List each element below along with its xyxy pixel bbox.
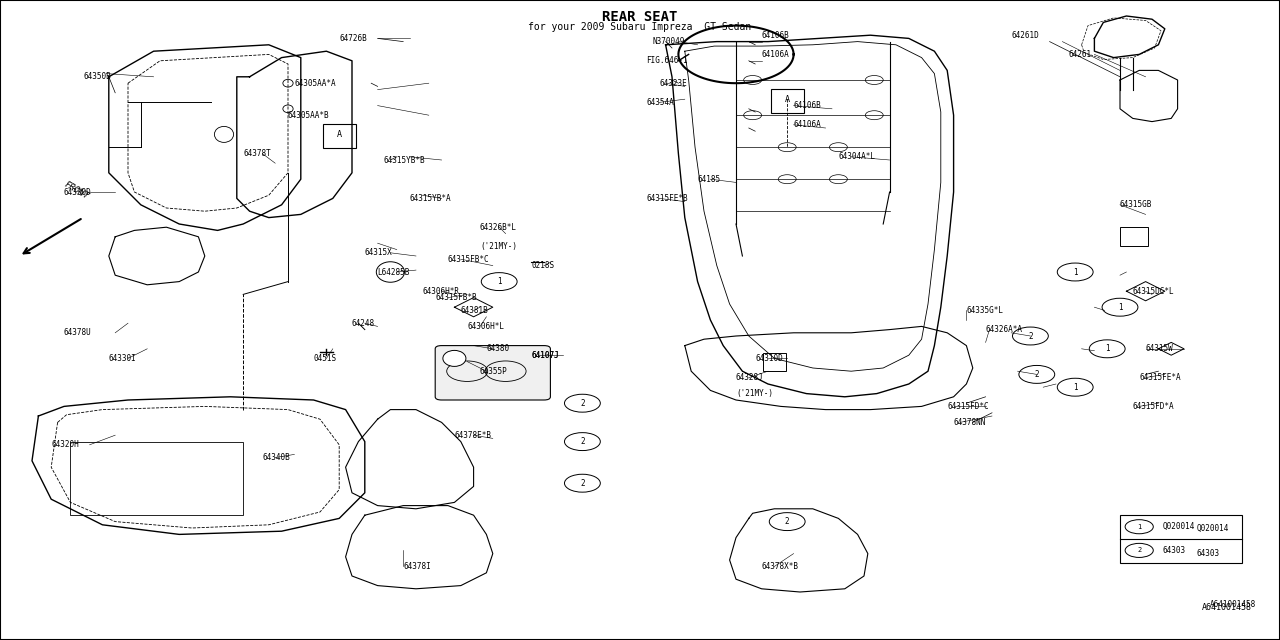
Text: 64107J: 64107J bbox=[531, 351, 559, 360]
Text: 64315FD*A: 64315FD*A bbox=[1133, 402, 1175, 411]
Text: 64306H*L: 64306H*L bbox=[467, 322, 504, 331]
Text: 64106A: 64106A bbox=[762, 50, 790, 59]
Text: 64315DC*L: 64315DC*L bbox=[1133, 287, 1175, 296]
Bar bbox=[1120, 515, 1242, 563]
Text: 64380: 64380 bbox=[486, 344, 509, 353]
Text: 0451S: 0451S bbox=[314, 354, 337, 363]
Text: N370049: N370049 bbox=[653, 37, 685, 46]
Text: ('21MY-): ('21MY-) bbox=[736, 389, 773, 398]
Text: 1: 1 bbox=[1073, 268, 1078, 276]
Text: 64306H*R: 64306H*R bbox=[422, 287, 460, 296]
Text: 0218S: 0218S bbox=[531, 261, 554, 270]
Text: 2: 2 bbox=[580, 437, 585, 446]
Text: 64320H: 64320H bbox=[51, 440, 79, 449]
Text: FIG.646-1: FIG.646-1 bbox=[646, 56, 689, 65]
Text: 64315W: 64315W bbox=[1146, 344, 1174, 353]
Text: 64106B: 64106B bbox=[794, 101, 822, 110]
Text: 64106B: 64106B bbox=[762, 31, 790, 40]
Text: 64315YB*A: 64315YB*A bbox=[410, 194, 452, 203]
Bar bbox=[771, 89, 804, 113]
Text: 2: 2 bbox=[1137, 547, 1142, 554]
Text: 64315GB: 64315GB bbox=[1120, 200, 1152, 209]
Text: 1: 1 bbox=[1073, 383, 1078, 392]
Text: 64106A: 64106A bbox=[794, 120, 822, 129]
Text: 64335G*L: 64335G*L bbox=[966, 306, 1004, 315]
Text: 64378T: 64378T bbox=[243, 149, 271, 158]
Text: 64303: 64303 bbox=[1162, 546, 1185, 555]
Text: 64378I: 64378I bbox=[403, 562, 431, 571]
Text: 1: 1 bbox=[497, 277, 502, 286]
Text: 64328J: 64328J bbox=[736, 373, 764, 382]
Text: 2: 2 bbox=[580, 399, 585, 408]
Text: 64315X: 64315X bbox=[365, 248, 393, 257]
Text: 64248: 64248 bbox=[352, 319, 375, 328]
Text: 64330D: 64330D bbox=[64, 188, 92, 196]
Text: 64350B: 64350B bbox=[83, 72, 111, 81]
Text: for your 2009 Subaru Impreza  GT Sedan: for your 2009 Subaru Impreza GT Sedan bbox=[529, 22, 751, 33]
Text: 2: 2 bbox=[580, 479, 585, 488]
Text: 64330I: 64330I bbox=[109, 354, 137, 363]
Text: 64315FE*B: 64315FE*B bbox=[646, 194, 689, 203]
Text: 64315YB*B: 64315YB*B bbox=[384, 156, 426, 164]
Text: 64726B: 64726B bbox=[339, 34, 367, 43]
Ellipse shape bbox=[443, 351, 466, 366]
Text: A: A bbox=[785, 95, 790, 104]
Text: A641001458: A641001458 bbox=[1202, 604, 1252, 612]
Text: 64323E: 64323E bbox=[659, 79, 687, 88]
Text: 64340B: 64340B bbox=[262, 453, 291, 462]
FancyBboxPatch shape bbox=[435, 346, 550, 400]
Text: 64305AA*B: 64305AA*B bbox=[288, 111, 330, 120]
Text: 64107J: 64107J bbox=[531, 351, 559, 360]
Text: 1: 1 bbox=[1117, 303, 1123, 312]
Text: Q020014: Q020014 bbox=[1162, 522, 1194, 531]
Text: 64310D: 64310D bbox=[755, 354, 783, 363]
Text: 64378X*B: 64378X*B bbox=[762, 562, 799, 571]
Text: 64355P: 64355P bbox=[480, 367, 508, 376]
Text: 64305AA*A: 64305AA*A bbox=[294, 79, 337, 88]
Text: REAR SEAT: REAR SEAT bbox=[603, 10, 677, 24]
Bar bbox=[1120, 227, 1148, 246]
Text: 64378U: 64378U bbox=[64, 328, 92, 337]
Bar bbox=[70, 442, 243, 515]
Text: 2: 2 bbox=[1028, 332, 1033, 340]
Text: 2: 2 bbox=[1034, 370, 1039, 379]
Text: Q020014: Q020014 bbox=[1197, 524, 1229, 532]
Text: L64285B: L64285B bbox=[378, 268, 410, 276]
Text: 64354A: 64354A bbox=[646, 98, 675, 107]
Text: ('21MY-): ('21MY-) bbox=[480, 242, 517, 251]
Text: 64261: 64261 bbox=[1069, 50, 1092, 59]
Text: 64315FB*C: 64315FB*C bbox=[448, 255, 490, 264]
Text: 64304A*L: 64304A*L bbox=[838, 152, 876, 161]
Text: 64315FE*A: 64315FE*A bbox=[1139, 373, 1181, 382]
Bar bbox=[763, 353, 786, 371]
Text: 64378NN: 64378NN bbox=[954, 418, 986, 427]
Text: 1: 1 bbox=[1137, 524, 1142, 530]
Text: 64381B: 64381B bbox=[461, 306, 489, 315]
Text: 64326B*L: 64326B*L bbox=[480, 223, 517, 232]
Text: 64315FB*B: 64315FB*B bbox=[435, 293, 477, 302]
Text: A: A bbox=[337, 130, 342, 139]
Text: 2: 2 bbox=[785, 517, 790, 526]
Text: 64261D: 64261D bbox=[1011, 31, 1039, 40]
Text: 64326A*A: 64326A*A bbox=[986, 325, 1023, 334]
Text: 64185: 64185 bbox=[698, 175, 721, 184]
Text: 1: 1 bbox=[1105, 344, 1110, 353]
Text: FRONT: FRONT bbox=[63, 180, 91, 202]
Text: 64303: 64303 bbox=[1197, 549, 1220, 558]
Text: 64315FD*C: 64315FD*C bbox=[947, 402, 989, 411]
Text: A641001458: A641001458 bbox=[1210, 600, 1256, 609]
Bar bbox=[323, 124, 356, 148]
Text: 64378E*B: 64378E*B bbox=[454, 431, 492, 440]
